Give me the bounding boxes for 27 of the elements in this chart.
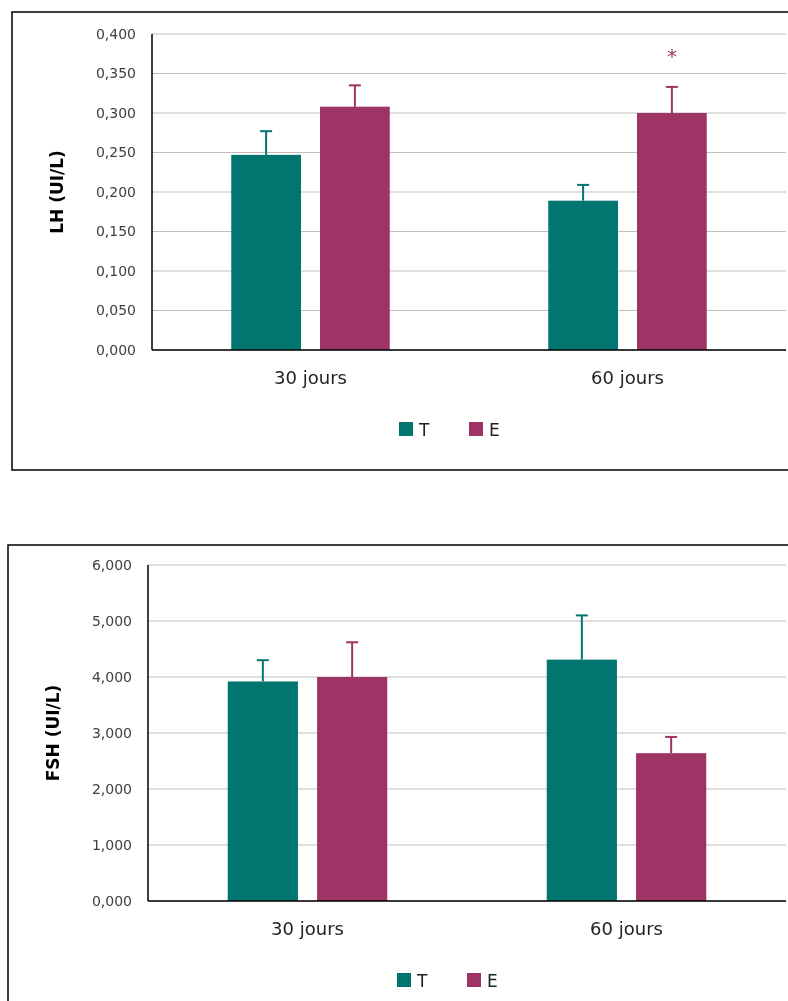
annotation: * — [666, 44, 677, 68]
y-tick-label: 0,000 — [91, 892, 132, 909]
y-axis-title: LH (UI/L) — [46, 150, 67, 234]
y-tick-label: 3,000 — [91, 724, 132, 741]
y-tick-label: 0,250 — [95, 144, 136, 161]
y-tick-label: 6,000 — [91, 556, 132, 573]
y-tick-label: 5,000 — [91, 612, 132, 629]
y-tick-label: 0,100 — [95, 262, 136, 279]
legend-label: T — [416, 970, 428, 991]
y-tick-label: 0,050 — [95, 302, 136, 319]
x-tick-label: 60 jours — [590, 918, 663, 939]
y-tick-label: 2,000 — [91, 780, 132, 797]
y-tick-label: 0,000 — [95, 341, 136, 358]
y-tick-label: 0,350 — [95, 65, 136, 82]
y-tick-label: 4,000 — [91, 668, 132, 685]
legend-label: E — [487, 970, 498, 991]
x-tick-label: 30 jours — [271, 918, 344, 939]
y-tick-label: 0,300 — [95, 104, 136, 121]
legend-label: T — [418, 419, 430, 440]
x-tick-label: 30 jours — [274, 367, 347, 388]
y-tick-label: 0,200 — [95, 183, 136, 200]
y-axis-title: FSH (UI/L) — [42, 684, 63, 782]
legend-label: E — [489, 419, 500, 440]
y-tick-label: 0,400 — [95, 25, 136, 42]
y-tick-label: 0,150 — [95, 223, 136, 240]
y-tick-label: 1,000 — [91, 836, 132, 853]
x-tick-label: 60 jours — [591, 367, 664, 388]
